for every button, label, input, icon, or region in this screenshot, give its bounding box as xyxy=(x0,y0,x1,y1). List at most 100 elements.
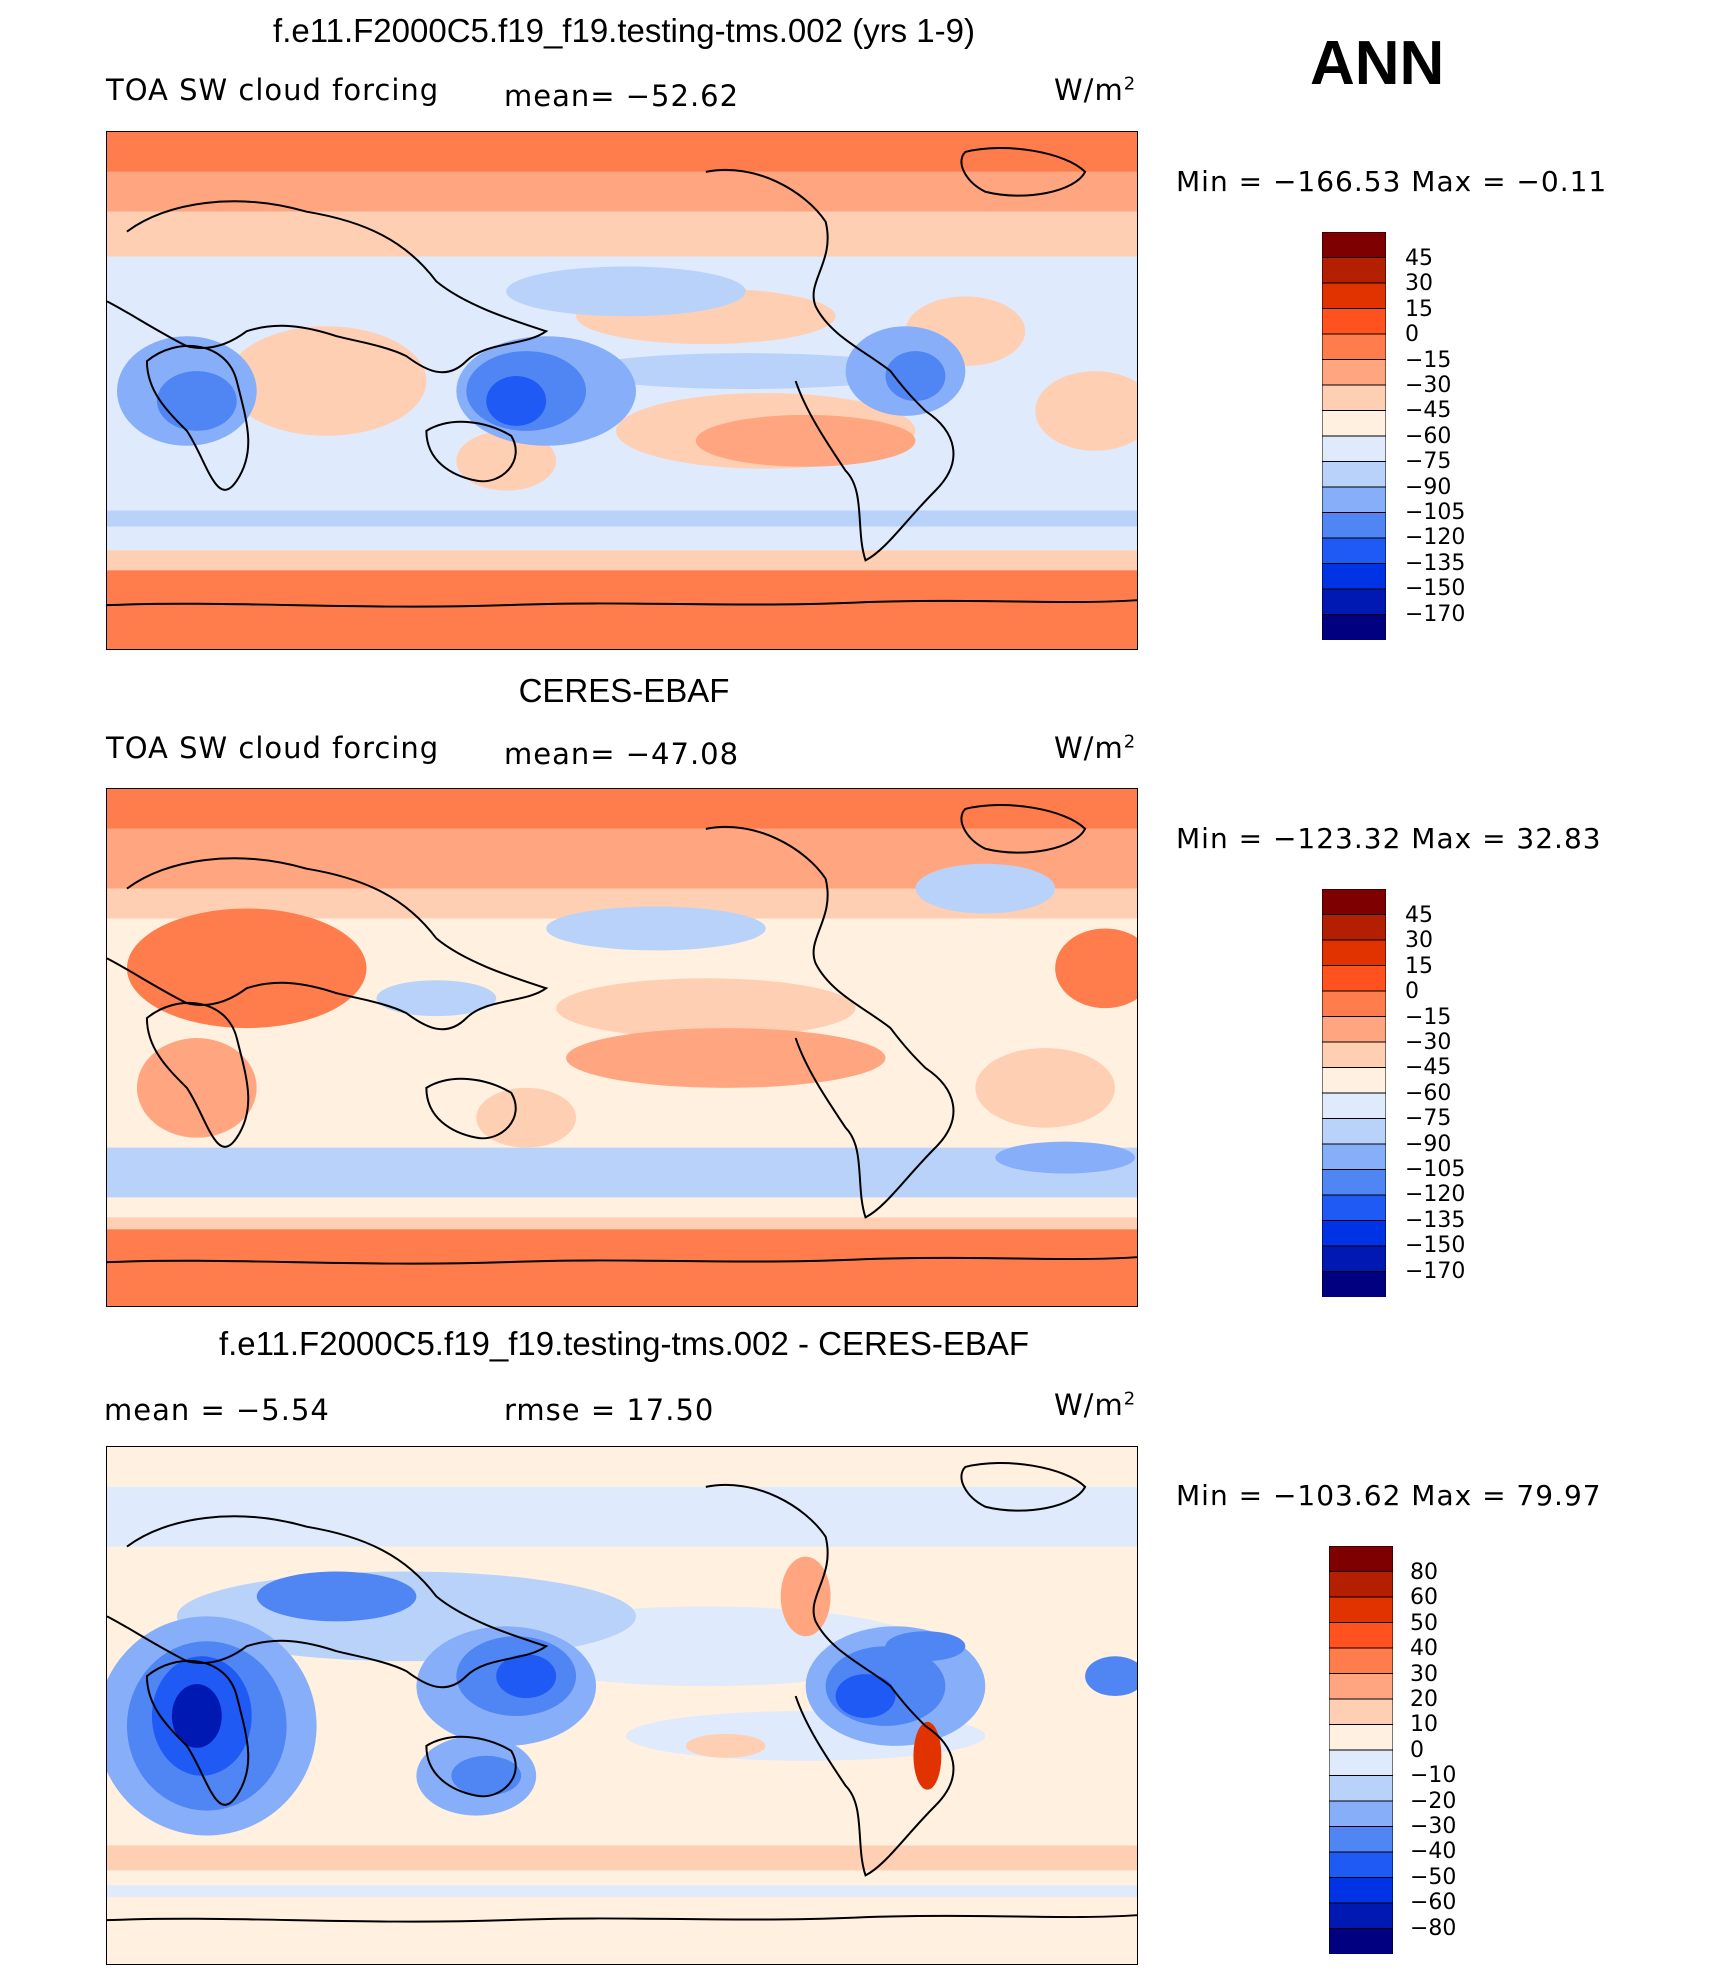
colorbar-1-swatch xyxy=(1321,435,1387,463)
cb1-label: −150 xyxy=(1405,576,1466,602)
cb3-label: 0 xyxy=(1410,1737,1424,1763)
colorbar-2-swatch xyxy=(1321,1220,1387,1247)
cb1-label: −15 xyxy=(1405,347,1452,373)
panel-1-variable: TOA SW cloud forcing xyxy=(106,73,440,107)
cb2-label: −30 xyxy=(1405,1030,1452,1056)
colorbar-1-swatch xyxy=(1321,486,1387,514)
panel-1-arctic-band xyxy=(107,132,1137,172)
colorbar-2-swatch xyxy=(1321,1118,1387,1145)
cb1-label: 0 xyxy=(1405,322,1419,348)
cb3-label: −30 xyxy=(1410,1814,1457,1840)
colorbar-2-swatch xyxy=(1321,1169,1387,1196)
panel-1-mean: mean= −52.62 xyxy=(504,79,740,113)
colorbar-2-swatch xyxy=(1321,1041,1387,1069)
colorbar-1-swatch xyxy=(1321,461,1387,488)
cb3-label: 40 xyxy=(1410,1636,1438,1662)
cb2-label: 15 xyxy=(1405,953,1433,979)
cb2-label: −90 xyxy=(1405,1131,1452,1157)
panel-3-title: f.e11.F2000C5.f19_f19.testing-tms.002 - … xyxy=(218,1325,1030,1362)
colorbar-2-swatch xyxy=(1321,888,1387,916)
cb1-label: 30 xyxy=(1405,271,1433,297)
panel-3-colorbar xyxy=(1328,1545,1394,1955)
colorbar-3-swatch xyxy=(1328,1724,1394,1751)
cb1-label: −170 xyxy=(1405,601,1466,627)
panel-2-variable: TOA SW cloud forcing xyxy=(106,731,440,765)
cb3-label: −40 xyxy=(1410,1839,1457,1865)
colorbar-2-swatch xyxy=(1321,1143,1387,1171)
cb3-label: −80 xyxy=(1410,1915,1457,1941)
colorbar-1-swatch xyxy=(1321,308,1387,335)
colorbar-3-swatch xyxy=(1328,1775,1394,1802)
colorbar-1-swatch xyxy=(1321,231,1387,259)
colorbar-3-swatch xyxy=(1328,1698,1394,1726)
colorbar-2-swatch xyxy=(1321,965,1387,992)
colorbar-3-swatch xyxy=(1328,1851,1394,1879)
colorbar-3-swatch xyxy=(1328,1749,1394,1777)
colorbar-1-swatch xyxy=(1321,512,1387,539)
colorbar-1-swatch xyxy=(1321,359,1387,386)
colorbar-2-swatch xyxy=(1321,1245,1387,1273)
panel-1-map xyxy=(106,131,1155,650)
colorbar-1-swatch xyxy=(1321,563,1387,590)
colorbar-2-swatch xyxy=(1321,939,1387,967)
cb2-label: −135 xyxy=(1405,1207,1466,1233)
panel-1-units: W/m2 xyxy=(1054,73,1137,107)
cb3-label: 20 xyxy=(1410,1687,1438,1713)
colorbar-3-swatch xyxy=(1328,1928,1394,1955)
cb3-label: 60 xyxy=(1410,1585,1438,1611)
colorbar-3-swatch xyxy=(1328,1826,1394,1853)
colorbar-1-swatch xyxy=(1321,614,1387,641)
colorbar-2-swatch xyxy=(1321,1271,1387,1298)
cb1-label: −90 xyxy=(1405,474,1452,500)
cb2-label: −15 xyxy=(1405,1004,1452,1030)
panel-1-colorbar xyxy=(1321,231,1387,641)
cb1-label: −135 xyxy=(1405,550,1466,576)
panel-2-map xyxy=(106,788,1155,1307)
cb1-label: −105 xyxy=(1405,500,1466,526)
colorbar-2-swatch xyxy=(1321,1194,1387,1222)
cb3-label: −50 xyxy=(1410,1864,1457,1890)
panel-3-map xyxy=(97,1446,1145,1965)
cb3-label: 30 xyxy=(1410,1661,1438,1687)
cb1-label: −75 xyxy=(1405,449,1452,475)
cb2-label: 30 xyxy=(1405,928,1433,954)
cb2-label: −150 xyxy=(1405,1233,1466,1259)
colorbar-3-swatch xyxy=(1328,1647,1394,1675)
panel-2-units: W/m2 xyxy=(1054,731,1137,765)
panel-1-minmax: Min = −166.53 Max = −0.11 xyxy=(1176,165,1608,198)
cb2-label: −170 xyxy=(1405,1258,1466,1284)
colorbar-2-swatch xyxy=(1321,1067,1387,1094)
panel-3-units: W/m2 xyxy=(1054,1388,1137,1422)
cb2-label: −60 xyxy=(1405,1080,1452,1106)
panel-2-coastlines xyxy=(106,804,1138,1265)
colorbar-3-swatch xyxy=(1328,1571,1394,1598)
colorbar-1-swatch xyxy=(1321,384,1387,412)
colorbar-2-swatch xyxy=(1321,1092,1387,1120)
cb3-label: 50 xyxy=(1410,1610,1438,1636)
cb1-label: 15 xyxy=(1405,296,1433,322)
colorbar-1-swatch xyxy=(1321,333,1387,361)
cb3-label: −60 xyxy=(1410,1890,1457,1916)
cb3-label: −10 xyxy=(1410,1763,1457,1789)
panel-2-title: CERES-EBAF xyxy=(518,672,730,709)
colorbar-3-swatch xyxy=(1328,1902,1394,1930)
panel-2-antarctic-band xyxy=(107,1229,1137,1306)
colorbar-1-swatch xyxy=(1321,410,1387,437)
cb1-label: −45 xyxy=(1405,398,1452,424)
panel-3-mean: mean = −5.54 xyxy=(104,1393,330,1427)
cb3-label: −20 xyxy=(1410,1788,1457,1814)
panel-3-minmax: Min = −103.62 Max = 79.97 xyxy=(1176,1479,1602,1512)
panel-3-coastlines xyxy=(106,1462,1138,1923)
colorbar-3-swatch xyxy=(1328,1800,1394,1828)
cb2-label: 0 xyxy=(1405,979,1419,1005)
cb2-label: −75 xyxy=(1405,1106,1452,1132)
cb3-label: 10 xyxy=(1410,1712,1438,1738)
colorbar-2-swatch xyxy=(1321,914,1387,941)
cb2-label: −105 xyxy=(1405,1157,1466,1183)
cb1-label: −60 xyxy=(1405,423,1452,449)
colorbar-1-swatch xyxy=(1321,588,1387,616)
colorbar-3-swatch xyxy=(1328,1877,1394,1904)
colorbar-1-swatch xyxy=(1321,537,1387,565)
cb2-label: 45 xyxy=(1405,903,1433,928)
cb1-label: 45 xyxy=(1405,246,1433,271)
